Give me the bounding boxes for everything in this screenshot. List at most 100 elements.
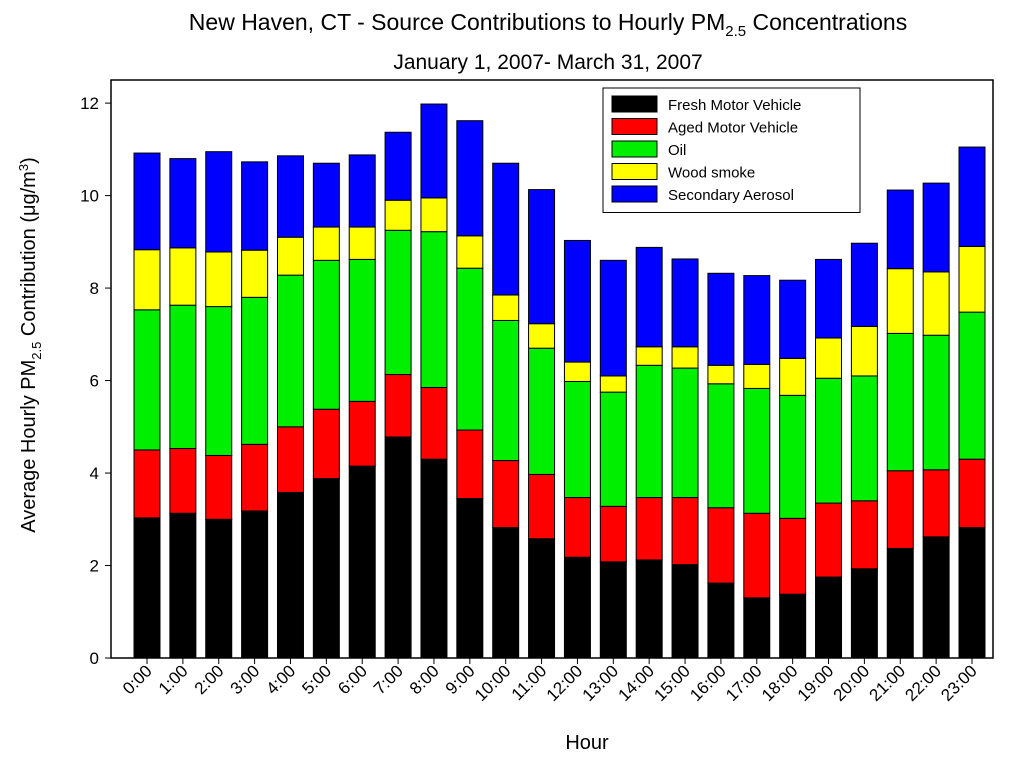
bar-segment [205,454,233,520]
bar-segment [420,231,448,388]
bar-segment [743,387,771,514]
y-tick-label: 0 [90,649,99,668]
bar-segment [958,527,986,659]
bar-segment [850,242,878,327]
bar-segment [492,527,520,659]
bar-segment [420,197,448,233]
bar-segment [241,443,269,512]
bar-segment [384,374,412,438]
bar-segment [599,561,627,659]
x-tick-label: 1:00 [155,661,192,698]
bar-segment [133,517,161,659]
bar-segment [779,394,807,519]
y-tick-label: 4 [90,464,99,483]
bar-segment [241,510,269,659]
bar-segment [743,597,771,659]
bar-segment [563,380,591,499]
bar-segment [563,361,591,382]
bar-segment [241,161,269,251]
bar-segment [707,364,735,385]
bar-segment [815,258,843,339]
bar-segment [886,268,914,334]
x-tick-label: 20:00 [830,661,874,705]
bar-segment [348,226,376,260]
bar-segment [205,151,233,253]
x-tick-label: 12:00 [543,661,587,705]
x-tick-label: 23:00 [937,661,981,705]
bar-segment [599,375,627,393]
y-axis-title: Average Hourly PM2.5 Contribution (μg/m3… [16,157,44,533]
legend-label: Aged Motor Vehicle [668,120,798,137]
bar-segment [420,386,448,460]
bar-segment [671,346,699,369]
legend-swatch [611,163,658,180]
x-tick-label: 17:00 [722,661,766,705]
bar-segment [815,502,843,578]
bar-segment [779,517,807,595]
x-tick-label: 4:00 [262,661,299,698]
bar-segment [205,518,233,659]
bar-segment [456,497,484,659]
bar-segment [492,294,520,321]
x-tick-label: 22:00 [901,661,945,705]
chart-subtitle: January 1, 2007- March 31, 2007 [393,51,702,74]
bar-segment [563,497,591,558]
bar-segment [312,162,340,228]
x-tick-label: 19:00 [794,661,838,705]
bar-segment [958,311,986,460]
bar-segment [348,154,376,228]
bar-segment [528,347,556,475]
bar-segment [420,458,448,659]
y-tick-label: 8 [90,279,99,298]
bar-segment [599,505,627,563]
legend-label: Secondary Aerosol [668,187,794,204]
x-tick-label: 6:00 [334,661,371,698]
bar-segment [779,357,807,396]
bar-segment [384,229,412,376]
bar-segment [456,120,484,237]
bar-segment [707,507,735,584]
bar-segment [528,538,556,659]
title-part: New Haven, CT - Source Contributions to … [189,9,725,35]
legend-label: Wood smoke [668,165,755,182]
bar-segment [707,383,735,509]
x-tick-label: 3:00 [227,661,264,698]
bar-segment [528,473,556,540]
bar-segment [312,259,340,410]
bar-segment [815,337,843,379]
bar-segment [743,275,771,365]
bar-segment [635,559,663,659]
y-title-part: ) [18,157,40,164]
bar-segment [133,249,161,311]
bar-segment [743,512,771,599]
legend-swatch [611,95,658,113]
bar-segment [743,363,771,389]
title-subscript: 2.5 [725,23,746,40]
x-tick-label: 14:00 [614,661,658,705]
bar-segment [599,259,627,377]
y-tick-label: 6 [90,372,99,391]
x-tick-label: 11:00 [508,661,551,704]
bar-segment [312,478,340,659]
bar-segment [528,189,556,325]
bar-segment [850,568,878,659]
bar-segment [205,251,233,308]
x-tick-label: 16:00 [686,661,730,705]
bar-segment [312,226,340,261]
bar-segment [850,325,878,377]
bar-segment [922,182,950,273]
y-tick-label: 2 [90,557,99,576]
bar-segment [707,582,735,659]
bar-segment [384,436,412,659]
bar-segment [169,304,197,450]
x-tick-label: 13:00 [579,661,623,705]
y-title-part: Contribution (μg/m [18,171,40,341]
bar-segment [707,272,735,366]
bar-segment [456,429,484,499]
bar-segment [886,547,914,659]
y-title-part: Average Hourly PM [18,360,40,533]
bar-segment [456,235,484,269]
bar-segment [528,323,556,349]
bar-segment [922,271,950,336]
bar-segment [492,460,520,529]
